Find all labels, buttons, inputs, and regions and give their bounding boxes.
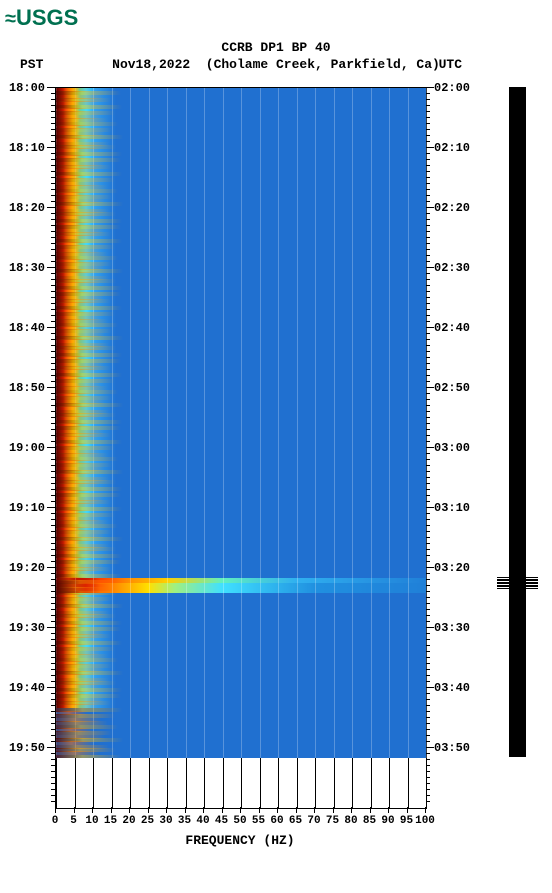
y-tick-label: 03:20 [434, 561, 470, 575]
x-axis-label: FREQUENCY (HZ) [55, 833, 425, 848]
y-tick-label: 03:30 [434, 621, 470, 635]
x-tick-label: 25 [141, 815, 154, 827]
y-tick-label: 02:10 [434, 141, 470, 155]
y-tick-label: 02:30 [434, 261, 470, 275]
x-tick-label: 65 [289, 815, 302, 827]
y-tick-label: 02:50 [434, 381, 470, 395]
x-tick-label: 100 [415, 815, 435, 827]
x-tick-label: 70 [307, 815, 320, 827]
y-tick-label: 03:40 [434, 681, 470, 695]
usgs-logo: ≈USGS [5, 5, 78, 31]
x-tick-label: 90 [381, 815, 394, 827]
x-tick-label: 20 [122, 815, 135, 827]
y-axis-right: 02:0002:1002:2002:3002:4002:5003:0003:10… [426, 87, 476, 807]
right-timezone: UTC [439, 57, 462, 72]
station-code: CCRB DP1 BP 40 [0, 40, 552, 55]
y-tick-label: 02:20 [434, 201, 470, 215]
blank-region [56, 758, 426, 808]
location-label: (Cholame Creek, Parkfield, Ca) [206, 57, 440, 72]
y-tick-label: 18:40 [9, 321, 45, 335]
x-tick-label: 0 [52, 815, 59, 827]
x-tick-label: 60 [270, 815, 283, 827]
x-tick-label: 15 [104, 815, 117, 827]
x-tick-label: 50 [233, 815, 246, 827]
header-line-2: PST Nov18,2022 (Cholame Creek, Parkfield… [0, 57, 552, 72]
x-tick-label: 30 [159, 815, 172, 827]
y-tick-label: 18:00 [9, 81, 45, 95]
x-tick-label: 80 [344, 815, 357, 827]
y-tick-label: 18:30 [9, 261, 45, 275]
logo-wave-icon: ≈ [5, 8, 16, 31]
header-date: Nov18,2022 [112, 57, 190, 72]
y-tick-label: 02:00 [434, 81, 470, 95]
spectrogram-body [56, 88, 426, 758]
x-tick-label: 35 [178, 815, 191, 827]
y-tick-label: 18:20 [9, 201, 45, 215]
logo-text: USGS [16, 5, 78, 30]
y-tick-label: 19:00 [9, 441, 45, 455]
chart-header: CCRB DP1 BP 40 PST Nov18,2022 (Cholame C… [0, 40, 552, 72]
waveform-sidebar [495, 87, 540, 807]
y-tick-label: 02:40 [434, 321, 470, 335]
x-tick-label: 10 [85, 815, 98, 827]
x-tick-label: 95 [400, 815, 413, 827]
y-tick-label: 18:50 [9, 381, 45, 395]
waveform-trace [509, 87, 526, 757]
spectrogram-chart [55, 87, 427, 809]
x-tick-label: 75 [326, 815, 339, 827]
y-tick-label: 19:20 [9, 561, 45, 575]
y-tick-label: 19:40 [9, 681, 45, 695]
waveform-event-spike [497, 577, 538, 589]
y-tick-label: 03:50 [434, 741, 470, 755]
x-tick-label: 40 [196, 815, 209, 827]
x-tick-label: 85 [363, 815, 376, 827]
y-tick-label: 18:10 [9, 141, 45, 155]
y-tick-label: 03:00 [434, 441, 470, 455]
y-tick-label: 19:10 [9, 501, 45, 515]
x-tick-label: 45 [215, 815, 228, 827]
x-tick-label: 55 [252, 815, 265, 827]
y-tick-label: 03:10 [434, 501, 470, 515]
x-tick-label: 5 [70, 815, 77, 827]
y-tick-label: 19:30 [9, 621, 45, 635]
y-axis-left: 18:0018:1018:2018:3018:4018:5019:0019:10… [0, 87, 55, 807]
y-tick-label: 19:50 [9, 741, 45, 755]
left-timezone: PST [20, 57, 43, 72]
